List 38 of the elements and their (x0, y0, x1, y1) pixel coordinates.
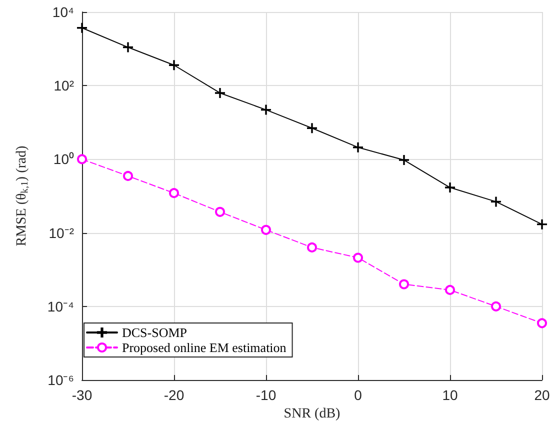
point (353, 142, 363, 152)
point (399, 155, 409, 166)
point (353, 252, 363, 263)
x-axis-title: SNR (dB) (284, 406, 341, 422)
point (215, 206, 225, 217)
y-tick-label: 10⁻⁶ (48, 372, 74, 388)
point (307, 242, 317, 252)
legend-label: DCS-SOMP (122, 325, 188, 340)
point (491, 301, 501, 312)
y-tick-label: 10⁻⁴ (47, 298, 74, 314)
point (169, 188, 179, 198)
point (215, 88, 225, 98)
point (445, 182, 455, 193)
point (307, 123, 317, 134)
point (169, 60, 179, 70)
point (399, 279, 409, 290)
legend-label: Proposed online EM estimation (122, 340, 287, 355)
point (261, 224, 271, 235)
x-tick-label: -20 (164, 387, 184, 403)
point (261, 104, 271, 115)
point (445, 284, 455, 295)
point (537, 219, 547, 230)
point (123, 170, 133, 181)
y-tick-label: 10⁻² (48, 224, 74, 241)
point (491, 196, 501, 207)
x-tick-label: 20 (534, 387, 550, 403)
y-tick-label: 10² (54, 78, 74, 94)
x-tick-label: 0 (354, 387, 362, 403)
point (123, 42, 133, 52)
point (77, 154, 87, 164)
x-tick-label: -10 (256, 387, 276, 403)
y-tick-label: 10⁴ (52, 4, 74, 20)
y-axis-title: RMSE (θk,1) (rad) (14, 145, 30, 246)
point (77, 22, 87, 33)
y-tick-label: 10⁰ (53, 151, 74, 168)
x-tick-label: -30 (72, 387, 92, 403)
point (537, 318, 547, 328)
x-tick-label: 10 (442, 387, 458, 403)
